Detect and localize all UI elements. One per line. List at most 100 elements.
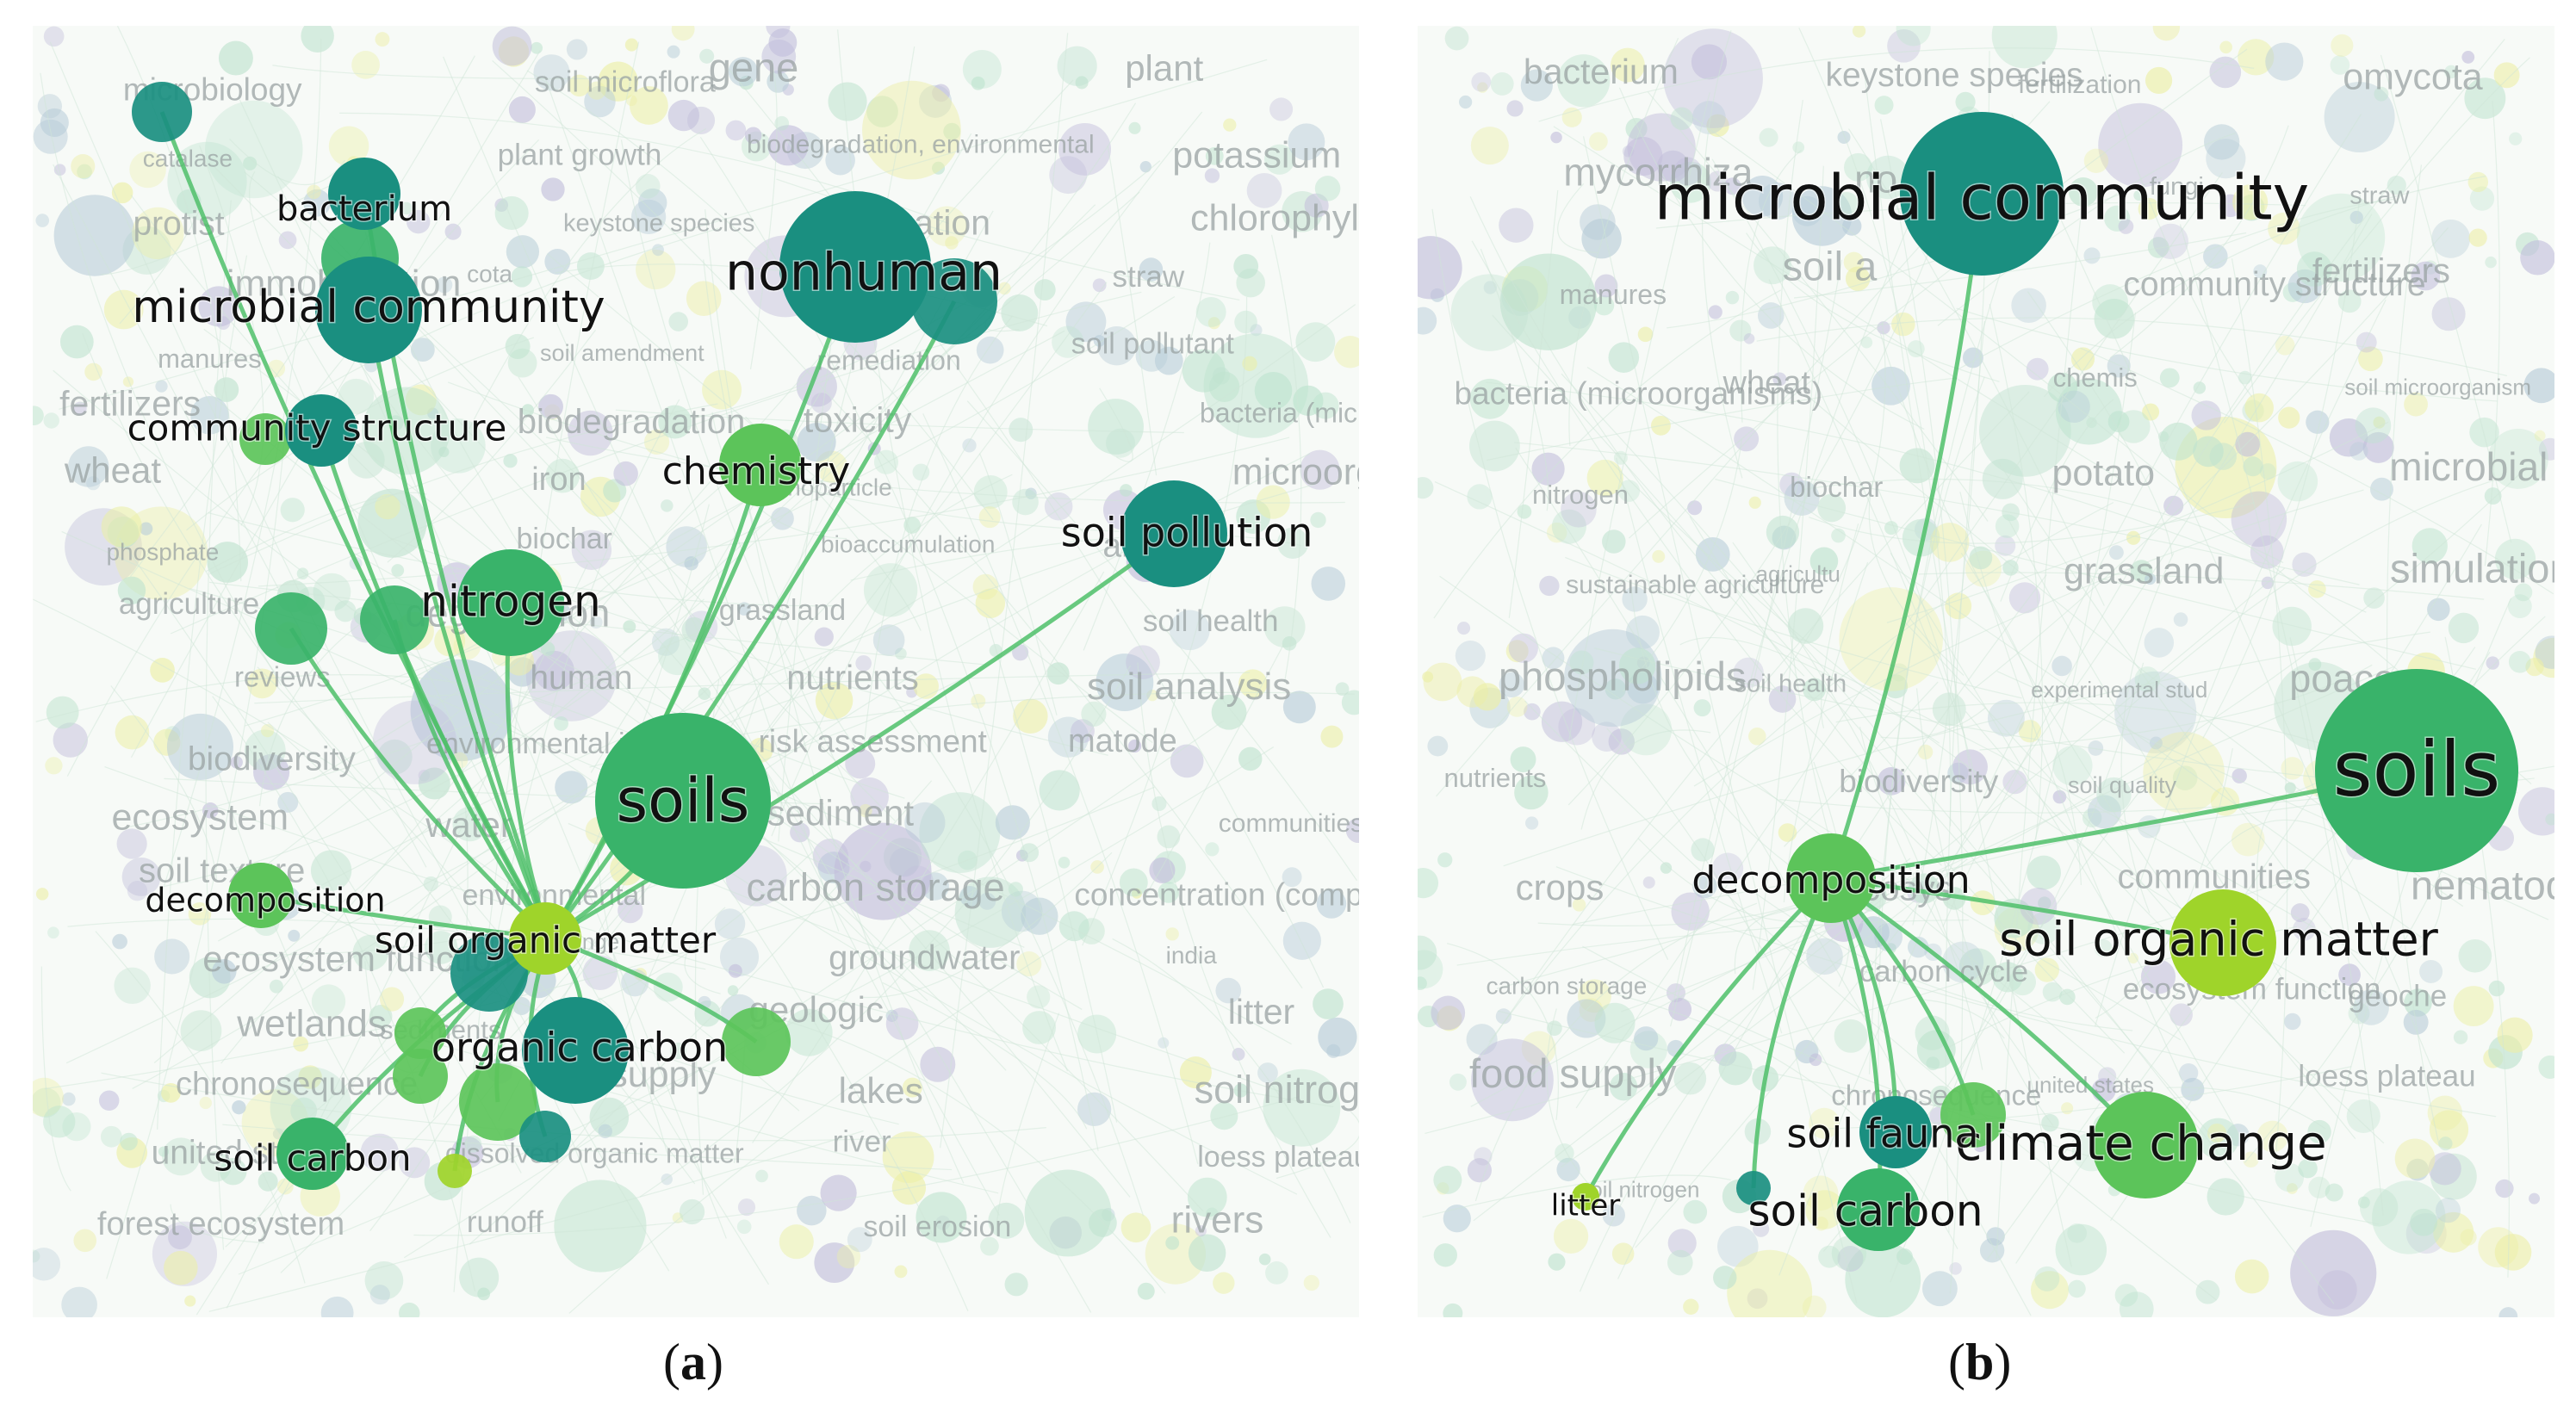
- background-node: [33, 1248, 61, 1281]
- node-decomposition[interactable]: [1786, 833, 1876, 923]
- background-node: [2495, 1179, 2514, 1198]
- background-link: [1557, 183, 1598, 254]
- node-soil-pollution[interactable]: [1120, 480, 1227, 587]
- node-community-structure[interactable]: [285, 394, 357, 467]
- background-node: [477, 1287, 491, 1301]
- node-bacterium[interactable]: [328, 158, 400, 230]
- background-node: [2330, 55, 2350, 75]
- node-nonhuman[interactable]: [779, 191, 931, 343]
- background-node: [311, 984, 346, 1019]
- background-node: [400, 201, 413, 215]
- background-node: [1525, 816, 1539, 830]
- node-soil-carbon[interactable]: [1837, 1168, 1920, 1251]
- background-term-remediation: remediation: [817, 344, 961, 375]
- background-node: [2431, 219, 2471, 258]
- label-decomposition: decomposition: [1691, 858, 1970, 902]
- background-node: [1917, 744, 1934, 760]
- background-node: [2433, 1211, 2474, 1253]
- background-node: [220, 1158, 247, 1186]
- background-node: [1490, 72, 1514, 96]
- background-node: [161, 1083, 181, 1103]
- background-link: [2090, 27, 2253, 398]
- node-nitrogen[interactable]: [457, 549, 564, 656]
- background-node: [1269, 97, 1294, 121]
- background-term-carbon-storage: carbon storage: [1487, 973, 1648, 1000]
- background-term-potato: potato: [2051, 453, 2155, 494]
- background-link: [1868, 480, 1965, 676]
- background-term-toxicity: toxicity: [804, 399, 912, 439]
- background-node: [328, 126, 369, 167]
- background-node: [1139, 257, 1164, 282]
- background-node: [1683, 1298, 1699, 1315]
- background-node: [232, 1099, 246, 1115]
- background-node: [150, 657, 175, 683]
- background-node: [1316, 889, 1347, 919]
- background-node: [278, 231, 297, 250]
- node-decomposition[interactable]: [228, 863, 294, 928]
- background-node: [2127, 952, 2139, 964]
- background-node: [1843, 251, 1865, 273]
- background-node: [932, 84, 950, 102]
- node-soils[interactable]: [595, 713, 771, 889]
- background-node: [2468, 228, 2487, 247]
- background-node: [2427, 1095, 2462, 1130]
- node-litter[interactable]: [1572, 1183, 1599, 1211]
- background-node: [1995, 535, 2016, 556]
- background-node: [1517, 504, 1532, 519]
- background-node: [1708, 305, 1723, 319]
- background-node: [68, 446, 109, 487]
- background-node: [2169, 1003, 2193, 1026]
- background-node: [2508, 651, 2531, 673]
- background-link: [2000, 399, 2114, 602]
- background-node: [652, 244, 664, 257]
- background-link: [1469, 195, 1805, 677]
- background-node: [452, 806, 487, 842]
- background-term-concentration-composition: concentration (composition): [1074, 876, 1359, 912]
- background-link: [2380, 54, 2512, 543]
- background-node: [744, 127, 762, 145]
- label-soil-organic-matter: soil organic matter: [375, 920, 717, 962]
- background-node: [2410, 1208, 2438, 1236]
- background-link: [850, 534, 1302, 581]
- background-node: [1433, 1165, 1462, 1194]
- background-node: [84, 362, 102, 381]
- background-node: [1779, 472, 1804, 497]
- background-term-agriculture: agriculture: [119, 587, 259, 621]
- background-node: [1499, 253, 1598, 350]
- node-microbial-community[interactable]: [315, 257, 422, 363]
- background-link: [1902, 618, 2356, 1140]
- background-node: [2518, 787, 2554, 836]
- background-node: [1865, 155, 1910, 200]
- background-node: [230, 756, 243, 769]
- background-node: [1510, 746, 1536, 772]
- background-node: [1012, 488, 1039, 516]
- background-node: [1557, 54, 1611, 108]
- background-link: [1474, 902, 1758, 1202]
- background-link: [1496, 827, 2118, 989]
- background-node: [1471, 71, 1492, 92]
- node-climate-change[interactable]: [2092, 1092, 2199, 1198]
- background-node: [334, 600, 357, 622]
- background-node: [1542, 647, 1565, 670]
- background-node: [2329, 418, 2368, 457]
- background-node: [117, 576, 146, 605]
- node-soil-carbon[interactable]: [276, 1118, 349, 1190]
- background-node: [2250, 535, 2284, 569]
- background-term-bacterium: bacterium: [1524, 52, 1679, 91]
- background-node: [303, 189, 332, 217]
- background-node: [1508, 633, 1538, 663]
- node-soil-organic-matter[interactable]: [509, 902, 581, 975]
- node-chemistry[interactable]: [719, 424, 802, 506]
- node-microbial-community[interactable]: [1900, 112, 2064, 276]
- node-soil-organic-matter[interactable]: [2169, 889, 2276, 996]
- background-node: [2358, 346, 2383, 372]
- background-link: [1754, 891, 2133, 1031]
- background-node: [2191, 400, 2221, 430]
- node-soils[interactable]: [2315, 669, 2518, 872]
- node-organic-carbon[interactable]: [522, 997, 629, 1104]
- node-soil-fauna[interactable]: [1859, 1096, 1932, 1168]
- background-node: [636, 249, 676, 290]
- background-node: [398, 1302, 420, 1317]
- background-node: [845, 748, 876, 779]
- node-unlabeled-0: [132, 82, 192, 142]
